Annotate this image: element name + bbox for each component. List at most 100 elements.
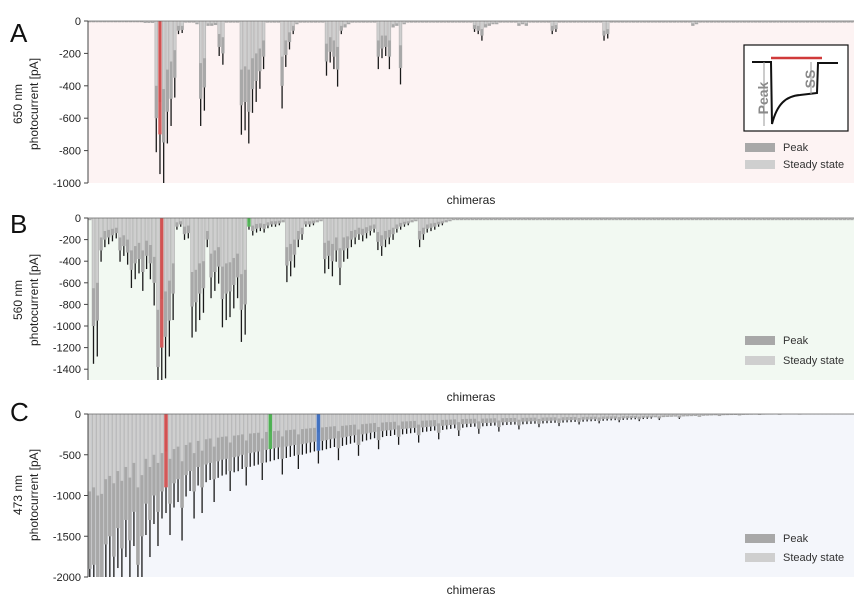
steady-bar bbox=[713, 21, 717, 22]
steady-bar bbox=[373, 21, 376, 22]
peak-bar bbox=[421, 21, 425, 23]
steady-bar bbox=[566, 218, 569, 220]
steady-bar bbox=[585, 218, 588, 220]
steady-bar bbox=[846, 218, 850, 220]
steady-bar bbox=[484, 21, 487, 25]
steady-bar bbox=[96, 218, 99, 283]
steady-bar bbox=[168, 218, 171, 281]
steady-bar bbox=[210, 21, 213, 24]
y-tick-label: -600 bbox=[59, 278, 81, 290]
steady-bar bbox=[115, 218, 118, 228]
peak-bar bbox=[709, 21, 714, 23]
steady-bar bbox=[554, 21, 558, 26]
steady-bar bbox=[615, 218, 618, 220]
panel-c-xlabel: chimeras bbox=[447, 583, 496, 597]
steady-bar bbox=[410, 218, 414, 221]
steady-bar bbox=[421, 414, 424, 421]
steady-bar bbox=[380, 21, 384, 36]
steady-bar bbox=[203, 21, 206, 59]
peak-bar bbox=[213, 21, 218, 26]
steady-bar bbox=[611, 218, 615, 220]
steady-bar bbox=[545, 414, 549, 418]
steady-bar bbox=[273, 21, 276, 22]
steady-bar bbox=[672, 218, 675, 220]
steady-bar bbox=[437, 218, 440, 222]
steady-bar bbox=[118, 218, 122, 238]
steady-bar bbox=[747, 21, 750, 22]
steady-bar bbox=[658, 21, 661, 22]
peak-bar bbox=[846, 21, 850, 23]
steady-bar bbox=[393, 414, 396, 422]
peak-bar bbox=[321, 21, 325, 23]
steady-bar bbox=[628, 21, 632, 22]
steady-bar bbox=[399, 21, 402, 46]
peak-bar bbox=[717, 21, 721, 23]
peak-bar bbox=[361, 21, 366, 23]
steady-bar bbox=[96, 414, 100, 496]
peak-bar bbox=[517, 414, 521, 426]
steady-bar bbox=[676, 218, 679, 220]
y-tick-label: -800 bbox=[59, 146, 81, 158]
steady-bar bbox=[388, 21, 391, 41]
panel-c-legend: Peak Steady state bbox=[745, 533, 844, 564]
steady-bar bbox=[310, 21, 313, 22]
steady-bar bbox=[366, 21, 369, 22]
peak-bar bbox=[680, 21, 684, 23]
steady-bar bbox=[240, 21, 243, 70]
steady-bar bbox=[588, 21, 591, 22]
steady-bar bbox=[432, 21, 435, 22]
steady-bar bbox=[750, 21, 754, 22]
steady-bar bbox=[351, 21, 354, 22]
peak-bar bbox=[672, 21, 677, 23]
steady-bar bbox=[410, 21, 413, 22]
steady-bar bbox=[266, 218, 270, 223]
peak-bar bbox=[850, 21, 854, 23]
steady-bar bbox=[553, 414, 557, 418]
steady-bar bbox=[493, 414, 497, 419]
peak-bar bbox=[112, 414, 116, 557]
peak-ss-inset: Peak SS bbox=[743, 44, 849, 132]
steady-bar bbox=[465, 21, 469, 22]
steady-bar bbox=[116, 414, 120, 472]
steady-bar bbox=[510, 21, 513, 22]
steady-bar bbox=[782, 218, 785, 220]
steady-bar bbox=[149, 218, 152, 245]
y-tick-label: -400 bbox=[59, 256, 81, 268]
steady-bar bbox=[202, 218, 205, 262]
peak-bar bbox=[713, 21, 717, 23]
steady-bar bbox=[595, 21, 598, 22]
peak-bar bbox=[624, 21, 628, 23]
steady-bar bbox=[266, 21, 269, 22]
steady-bar bbox=[613, 414, 617, 417]
steady-bar bbox=[467, 218, 471, 220]
steady-bar bbox=[130, 218, 133, 251]
steady-bar bbox=[636, 21, 639, 22]
steady-bar bbox=[399, 218, 402, 223]
steady-bar bbox=[88, 218, 91, 220]
steady-bar bbox=[581, 414, 585, 417]
steady-bar bbox=[529, 414, 533, 418]
steady-bar bbox=[773, 21, 776, 22]
steady-bar bbox=[551, 218, 554, 220]
steady-bar bbox=[395, 218, 399, 225]
steady-bar bbox=[195, 21, 199, 23]
peak-bar bbox=[469, 21, 473, 23]
steady-bar bbox=[433, 414, 436, 421]
steady-bar bbox=[369, 21, 373, 22]
steady-bar bbox=[497, 414, 501, 421]
y-tick-label: -1000 bbox=[53, 321, 81, 333]
steady-bar bbox=[812, 218, 816, 220]
steady-bar bbox=[243, 21, 247, 67]
legend-peak-label: Peak bbox=[783, 533, 809, 545]
steady-bar bbox=[691, 21, 695, 24]
steady-bar bbox=[565, 21, 569, 22]
peak-bar bbox=[750, 21, 754, 23]
steady-bar bbox=[297, 218, 300, 231]
panel-b-letter: B bbox=[10, 209, 27, 239]
steady-bar bbox=[353, 414, 356, 425]
peak-bar bbox=[557, 21, 562, 23]
steady-bar bbox=[480, 21, 484, 30]
steady-bar bbox=[188, 414, 192, 443]
steady-bar bbox=[732, 21, 735, 22]
steady-bar bbox=[843, 21, 846, 22]
